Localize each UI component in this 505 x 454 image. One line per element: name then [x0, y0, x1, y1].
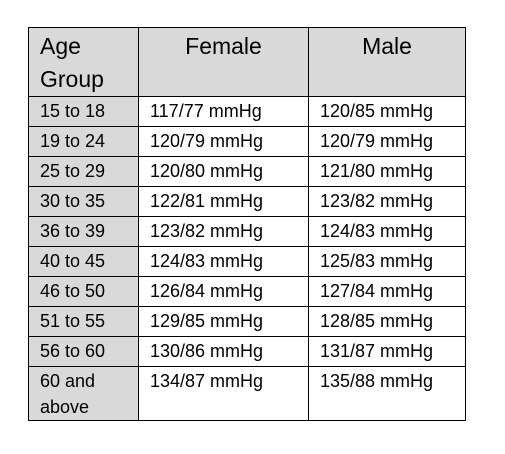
male-bp-cell: 128/85 mmHg [308, 306, 466, 337]
male-bp-cell: 135/88 mmHg [308, 366, 466, 421]
header-age-line1: Age [40, 33, 81, 59]
table-row-last: 60 and above 134/87 mmHg 135/88 mmHg [28, 366, 466, 421]
age-group-cell: 19 to 24 [28, 126, 139, 157]
female-bp-cell: 134/87 mmHg [138, 366, 309, 421]
table-row: 46 to 50 126/84 mmHg 127/84 mmHg [28, 276, 466, 307]
age-group-cell: 60 and above [28, 366, 139, 421]
male-bp-cell: 127/84 mmHg [308, 276, 466, 307]
age-group-cell: 40 to 45 [28, 246, 139, 277]
table-row: 25 to 29 120/80 mmHg 121/80 mmHg [28, 156, 466, 187]
age-line1: 60 and [40, 371, 96, 391]
table-row: 15 to 18 117/77 mmHg 120/85 mmHg [28, 96, 466, 127]
age-line2: above [40, 397, 90, 417]
age-group-cell: 25 to 29 [28, 156, 139, 187]
male-bp-cell: 120/85 mmHg [308, 96, 466, 127]
header-male: Male [308, 27, 466, 97]
age-group-cell: 36 to 39 [28, 216, 139, 247]
female-bp-cell: 123/82 mmHg [138, 216, 309, 247]
age-group-cell: 51 to 55 [28, 306, 139, 337]
female-bp-cell: 130/86 mmHg [138, 336, 309, 367]
header-row: Age Group Female Male [28, 27, 466, 97]
header-female: Female [138, 27, 309, 97]
female-bp-cell: 129/85 mmHg [138, 306, 309, 337]
male-bp-cell: 124/83 mmHg [308, 216, 466, 247]
table-row: 40 to 45 124/83 mmHg 125/83 mmHg [28, 246, 466, 277]
table-row: 51 to 55 129/85 mmHg 128/85 mmHg [28, 306, 466, 337]
age-group-cell: 56 to 60 [28, 336, 139, 367]
male-bp-cell: 125/83 mmHg [308, 246, 466, 277]
female-bp-cell: 124/83 mmHg [138, 246, 309, 277]
male-bp-cell: 121/80 mmHg [308, 156, 466, 187]
female-bp-cell: 126/84 mmHg [138, 276, 309, 307]
age-group-cell: 15 to 18 [28, 96, 139, 127]
female-bp-cell: 120/79 mmHg [138, 126, 309, 157]
table-row: 56 to 60 130/86 mmHg 131/87 mmHg [28, 336, 466, 367]
age-group-cell: 30 to 35 [28, 186, 139, 217]
blood-pressure-table: Age Group Female Male 15 to 18 117/77 mmH… [28, 27, 466, 421]
table-row: 36 to 39 123/82 mmHg 124/83 mmHg [28, 216, 466, 247]
female-bp-cell: 120/80 mmHg [138, 156, 309, 187]
male-bp-cell: 131/87 mmHg [308, 336, 466, 367]
header-age-line2: Group [40, 66, 104, 92]
table-row: 30 to 35 122/81 mmHg 123/82 mmHg [28, 186, 466, 217]
table-row: 19 to 24 120/79 mmHg 120/79 mmHg [28, 126, 466, 157]
male-bp-cell: 120/79 mmHg [308, 126, 466, 157]
male-bp-cell: 123/82 mmHg [308, 186, 466, 217]
header-age-group: Age Group [28, 27, 139, 97]
female-bp-cell: 122/81 mmHg [138, 186, 309, 217]
age-group-cell: 46 to 50 [28, 276, 139, 307]
female-bp-cell: 117/77 mmHg [138, 96, 309, 127]
